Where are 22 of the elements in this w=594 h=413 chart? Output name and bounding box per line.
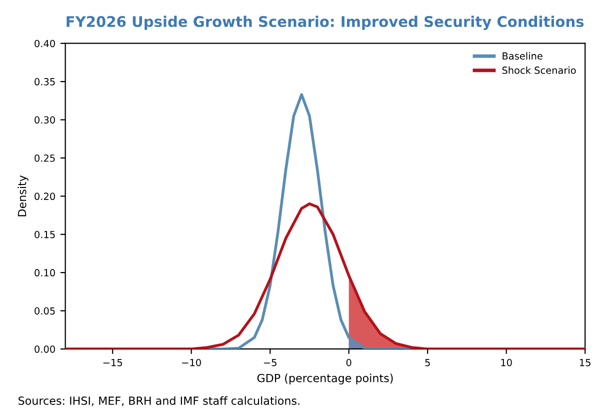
y-tick-label: 0.05 xyxy=(34,307,55,315)
y-tick-label: 0.35 xyxy=(34,78,55,86)
y-tick-label: 0.20 xyxy=(34,192,55,200)
x-tick-label: −15 xyxy=(103,359,122,366)
source-note: Sources: IHSI, MEF, BRH and IMF staff calculations. xyxy=(18,396,300,406)
legend-label: Baseline xyxy=(502,52,542,60)
x-tick-label: 5 xyxy=(425,359,430,366)
x-tick-label: −10 xyxy=(182,358,201,366)
y-tick-label: 0.40 xyxy=(34,40,55,48)
y-tick-label: 0.25 xyxy=(34,154,55,162)
y-tick-label: 0.00 xyxy=(34,345,55,353)
x-tick-label: 10 xyxy=(501,358,512,366)
y-tick-label: 0.15 xyxy=(34,230,55,238)
y-tick-label: 0.30 xyxy=(34,116,55,124)
legend-label: Shock Scenario xyxy=(502,66,576,74)
x-tick-label: −5 xyxy=(264,359,276,366)
x-tick-label: 15 xyxy=(580,359,590,366)
y-tick-label: 0.10 xyxy=(34,269,55,276)
y-axis-title: Density xyxy=(18,175,28,216)
x-tick-label: 0 xyxy=(346,358,352,366)
x-axis-title: GDP (percentage points) xyxy=(257,374,393,384)
chart-title: FY2026 Upside Growth Scenario: Improved Security Conditions xyxy=(66,16,584,30)
